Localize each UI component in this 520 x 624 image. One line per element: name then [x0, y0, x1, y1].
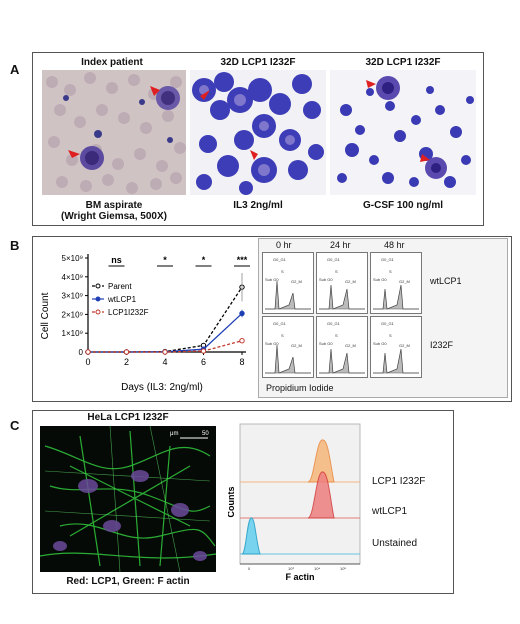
x-axis-label: Days (IL3: 2ng/ml): [121, 382, 203, 393]
svg-text:10⁵: 10⁵: [340, 566, 346, 571]
histogram-gate-label: S: [335, 269, 338, 274]
y-tick-label: 3×10⁹: [62, 292, 83, 301]
histogram-row-label: wtLCP1: [430, 276, 462, 286]
x-tick-label: 4: [162, 357, 167, 367]
flow-x-label: F actin: [285, 572, 314, 582]
image-3-micrograph: [330, 70, 476, 195]
flow-histogram: 0 10³ 10⁴ 10⁵ Counts F actin: [228, 423, 361, 582]
panel-b-letter: B: [10, 238, 20, 253]
significance-label: ns: [111, 255, 122, 265]
histogram-gate-label: Sub G0: [373, 341, 387, 346]
flow-plot-area: [239, 423, 361, 565]
legend-marker: [95, 296, 101, 302]
scale-unit: μm: [170, 431, 178, 437]
histogram-gate-label: G2_M: [345, 279, 356, 284]
histogram-gate-label: Sub G0: [319, 341, 333, 346]
histogram-gate-label: Sub G0: [265, 277, 279, 282]
x-tick-label: 6: [201, 357, 206, 367]
histogram-cell: G0_G1 S Sub G0 G2_M: [316, 252, 368, 314]
panel-a-letter: A: [10, 62, 20, 77]
y-tick-label: 4×10⁹: [62, 273, 83, 282]
svg-text:0: 0: [248, 566, 251, 571]
histogram-gate-label: S: [389, 333, 392, 338]
histogram-gate-label: G2_M: [399, 343, 410, 348]
flow-legend-unstained: Unstained: [372, 538, 418, 549]
svg-text:10³: 10³: [288, 566, 294, 571]
image-1-title: Index patient: [81, 57, 143, 68]
histogram-cell: G0_G1 S Sub G0 G2_M: [370, 252, 422, 314]
histogram-gate-label: Sub G0: [319, 277, 333, 282]
data-point-lcp1i232f: [85, 349, 91, 355]
image-3-caption: G-CSF 100 ng/ml: [362, 200, 443, 211]
significance-label: *: [202, 255, 206, 265]
histogram-gate-label: G2_M: [291, 343, 302, 348]
legend-marker: [95, 283, 101, 289]
histogram-gate-label: G0_G1: [273, 257, 286, 262]
histogram-gate-label: G0_G1: [327, 257, 340, 262]
svg-text:10⁴: 10⁴: [314, 566, 320, 571]
histogram-gate-label: S: [281, 269, 284, 274]
legend-label: LCP1I232F: [108, 308, 149, 317]
y-tick-label: 5×10⁹: [62, 254, 83, 263]
x-tick-label: 8: [239, 357, 244, 367]
histogram-cell: G0_G1 S Sub G0 G2_M: [262, 252, 314, 314]
legend-label: Parent: [108, 282, 132, 291]
legend-marker: [95, 309, 101, 315]
histogram-gate-label: G0_G1: [381, 321, 394, 326]
trace-unstained: [241, 517, 261, 555]
x-tick-label: 2: [124, 357, 129, 367]
histogram-gate-label: G2_M: [291, 279, 302, 284]
image-2-title: 32D LCP1 I232F: [220, 57, 296, 68]
histogram-gate-label: Sub G0: [373, 277, 387, 282]
significance-label: *: [163, 255, 167, 265]
fluorescence-title: HeLa LCP1 I232F: [87, 412, 169, 423]
image-2-micrograph: [190, 70, 326, 195]
growth-chart: Cell Count Days (IL3: 2ng/ml) 0 2 4 6 8 0 1×10…: [40, 254, 250, 393]
legend-label: wtLCP1: [107, 295, 137, 304]
series-line-wtlcp1: [88, 312, 243, 353]
histogram-gate-label: G2_M: [345, 343, 356, 348]
data-point-lcp1i232f: [200, 348, 207, 354]
y-tick-label: 0: [79, 348, 84, 357]
histogram-gate-label: G0_G1: [273, 321, 286, 326]
flow-legend-lcp1-i232f: LCP1 I232F: [372, 476, 426, 487]
histogram-row-label: I232F: [430, 340, 454, 350]
data-point-lcp1i232f: [162, 349, 168, 355]
panel-c-letter: C: [10, 418, 20, 433]
trace-lcp1-i232f: [307, 439, 335, 483]
histogram-cell: G0_G1 S Sub G0 G2_M: [262, 316, 314, 378]
histogram-column-header: 48 hr: [384, 240, 405, 250]
y-tick-label: 1×10⁹: [62, 329, 83, 338]
data-point-lcp1i232f: [239, 338, 245, 344]
trace-wtlcp1: [307, 471, 335, 519]
histogram-gate-label: G0_G1: [381, 257, 394, 262]
data-point-lcp1i232f: [123, 349, 130, 355]
histogram-gate-label: G2_M: [399, 279, 410, 284]
y-tick-label: 2×10⁹: [62, 310, 83, 319]
image-1-caption-line1: BM aspirate: [85, 200, 143, 211]
histogram-cell: G0_G1 S Sub G0 G2_M: [370, 316, 422, 378]
histogram-gate-label: S: [389, 269, 392, 274]
flow-y-label: Counts: [228, 487, 236, 518]
histogram-column-header: 24 hr: [330, 240, 351, 250]
histogram-column-header: 0 hr: [276, 240, 292, 250]
x-tick-label: 0: [85, 357, 90, 367]
fluorescence-image: μm 50: [40, 426, 216, 572]
histogram-x-label: Propidium Iodide: [266, 383, 334, 393]
histogram-gate-label: S: [335, 333, 338, 338]
scale-value: 50: [202, 431, 209, 437]
histogram-gate-label: Sub G0: [265, 341, 279, 346]
fluorescence-caption: Red: LCP1, Green: F actin: [66, 576, 190, 587]
flow-legend-wtlcp1: wtLCP1: [372, 506, 408, 517]
histogram-gate-label: S: [281, 333, 284, 338]
histogram-gate-label: G0_G1: [327, 321, 340, 326]
histogram-cell: G0_G1 S Sub G0 G2_M: [316, 316, 368, 378]
image-2-caption: IL3 2ng/ml: [233, 200, 283, 211]
y-axis-label: Cell Count: [40, 292, 51, 339]
image-1-caption-line2: (Wright Giemsa, 500X): [61, 211, 167, 222]
image-3-title: 32D LCP1 I232F: [365, 57, 441, 68]
significance-label: ***: [237, 255, 248, 265]
image-1-micrograph: [42, 70, 186, 195]
